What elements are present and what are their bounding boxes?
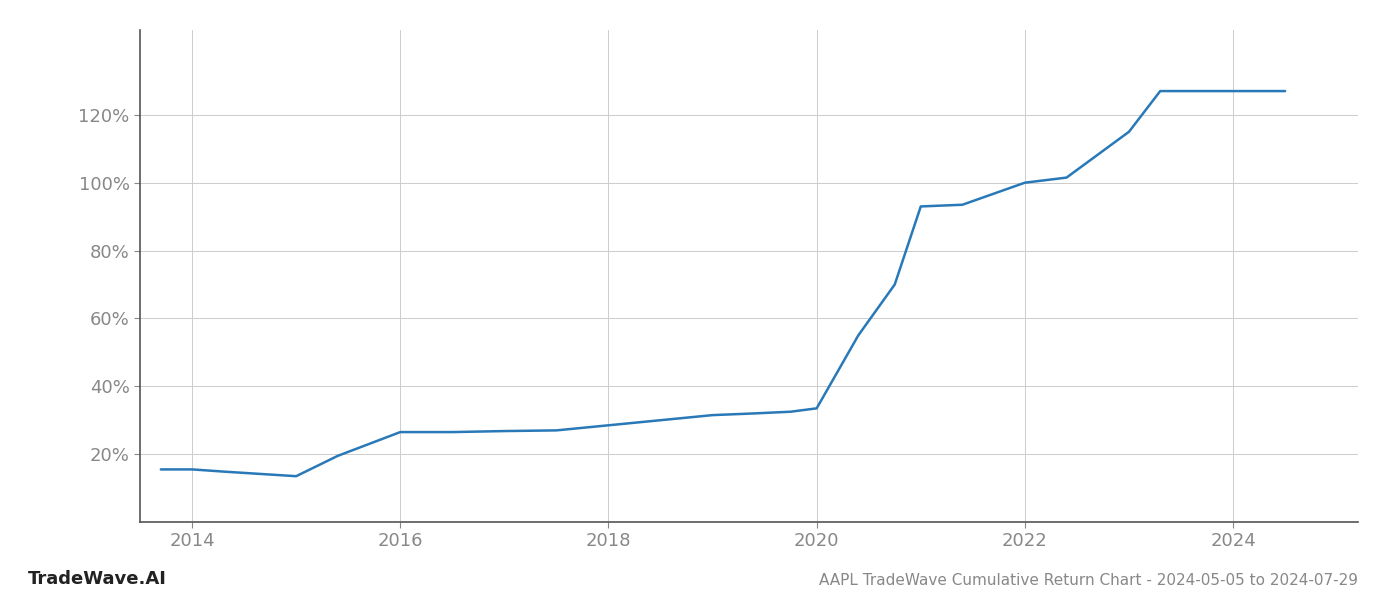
Text: AAPL TradeWave Cumulative Return Chart - 2024-05-05 to 2024-07-29: AAPL TradeWave Cumulative Return Chart -… — [819, 573, 1358, 588]
Text: TradeWave.AI: TradeWave.AI — [28, 570, 167, 588]
